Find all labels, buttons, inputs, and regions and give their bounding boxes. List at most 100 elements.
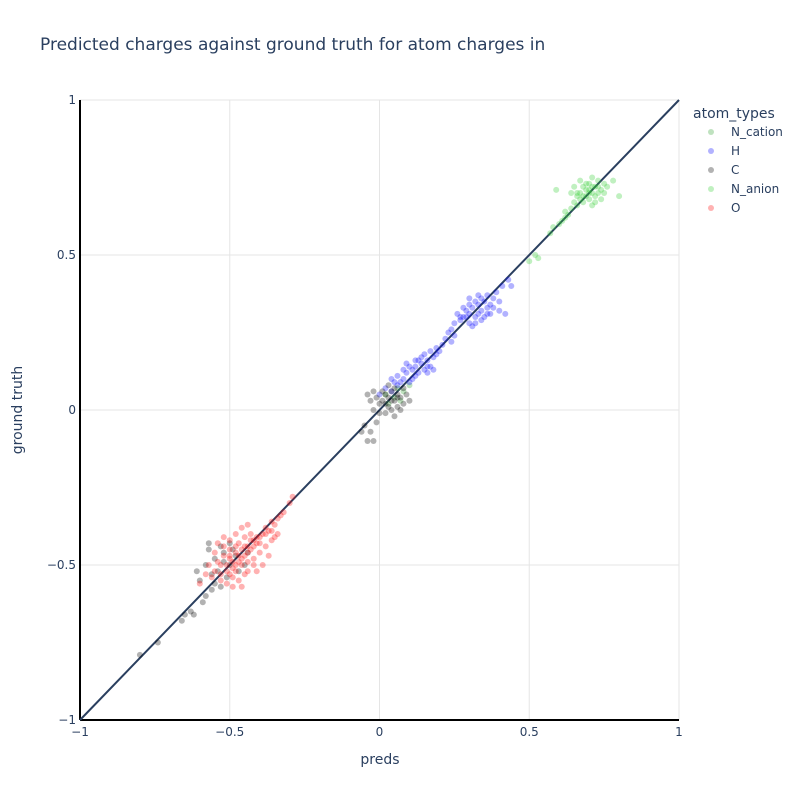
data-point	[388, 388, 395, 395]
data-point	[217, 562, 224, 568]
data-point	[229, 546, 236, 553]
x-tick-label: 0	[376, 725, 384, 739]
data-point	[178, 617, 185, 624]
data-point	[232, 568, 239, 575]
x-tick-label: 1	[675, 725, 683, 739]
legend-item-c[interactable]: C	[708, 163, 739, 177]
legend[interactable]: atom_types N_cation HC N_anion O	[693, 106, 783, 215]
data-point	[505, 276, 512, 283]
data-point	[376, 391, 383, 398]
data-point	[406, 397, 413, 404]
data-point	[589, 190, 596, 196]
data-point	[418, 354, 425, 361]
data-point	[217, 571, 224, 578]
data-point	[229, 574, 236, 581]
data-point	[562, 208, 569, 215]
y-tick-label: 0	[68, 403, 76, 417]
data-point	[478, 307, 485, 314]
data-point	[262, 531, 269, 537]
data-point	[244, 549, 251, 556]
data-point	[241, 543, 248, 550]
data-point	[196, 580, 203, 587]
data-point	[391, 379, 398, 386]
data-point	[472, 320, 479, 327]
data-point	[403, 369, 410, 376]
data-point	[481, 314, 488, 320]
data-point	[433, 345, 440, 351]
data-point	[208, 571, 215, 578]
tick-labels: −1 −0.5 0 0.5 1 −1 −0.5 0 0.5 1	[47, 93, 683, 739]
data-point	[484, 310, 491, 317]
data-point	[223, 568, 230, 575]
data-point	[256, 534, 263, 541]
data-point	[463, 314, 470, 320]
data-point	[451, 332, 458, 339]
data-point	[214, 568, 221, 575]
data-point	[469, 304, 476, 311]
data-point	[232, 552, 239, 559]
data-point	[556, 221, 563, 227]
data-point	[478, 295, 485, 302]
data-point	[364, 391, 371, 398]
legend-items[interactable]: N_cation HC N_anion O	[708, 125, 783, 215]
legend-marker	[708, 186, 714, 192]
data-point	[238, 562, 245, 568]
legend-item-o[interactable]: O	[708, 201, 740, 215]
data-point	[583, 186, 590, 193]
legend-marker	[708, 148, 714, 154]
data-point	[442, 335, 449, 342]
data-point	[475, 310, 482, 317]
data-point	[415, 369, 422, 376]
data-point	[574, 193, 581, 200]
data-point	[391, 385, 398, 392]
data-point	[466, 295, 473, 302]
data-point	[385, 403, 392, 410]
data-point	[364, 438, 371, 444]
data-point	[241, 571, 248, 578]
data-point	[418, 360, 425, 367]
data-point	[244, 558, 251, 565]
data-point	[526, 258, 533, 265]
y-tick-label: 1	[68, 93, 76, 107]
legend-title: atom_types	[693, 106, 775, 122]
data-point	[385, 382, 392, 389]
data-point	[589, 202, 596, 209]
chart-title: Predicted charges against ground truth f…	[40, 35, 545, 55]
data-point	[586, 190, 593, 196]
data-point	[475, 301, 482, 308]
data-point	[232, 531, 239, 537]
data-point	[580, 183, 587, 190]
data-point	[274, 515, 281, 522]
series-c	[136, 382, 413, 658]
data-point	[562, 214, 569, 221]
data-point	[439, 341, 446, 348]
data-point	[244, 543, 251, 550]
legend-item-n-cation[interactable]: N_cation	[708, 125, 783, 139]
data-point	[391, 397, 398, 404]
data-point	[238, 583, 245, 590]
data-point	[601, 190, 608, 196]
legend-item-h[interactable]: H	[708, 144, 740, 158]
legend-item-n-anion[interactable]: N_anion	[708, 182, 779, 196]
data-point	[400, 376, 407, 382]
data-point	[235, 558, 242, 565]
data-point	[382, 391, 389, 398]
data-point	[244, 521, 251, 528]
data-point	[232, 543, 239, 550]
data-point	[208, 586, 215, 593]
data-point	[271, 534, 278, 541]
data-point	[568, 190, 575, 196]
data-point	[241, 562, 248, 568]
data-point	[229, 558, 236, 565]
data-point	[571, 183, 578, 190]
data-point	[598, 196, 605, 203]
data-point	[250, 555, 257, 562]
data-point	[154, 639, 161, 646]
data-point	[367, 397, 374, 404]
data-point	[427, 348, 434, 355]
data-point	[403, 391, 410, 398]
data-point	[388, 407, 395, 413]
data-point	[259, 531, 266, 537]
data-point	[580, 199, 587, 206]
data-point	[406, 379, 413, 386]
